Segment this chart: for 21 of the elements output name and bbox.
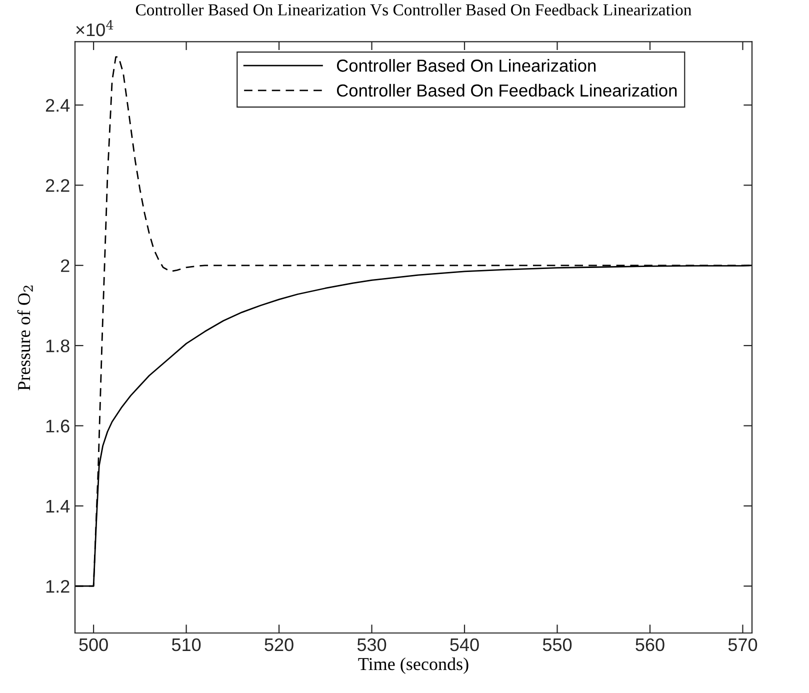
y-tick-label: 2 bbox=[61, 259, 70, 272]
x-tick-label: 550 bbox=[542, 638, 572, 652]
y-axis-title: Pressure of O$_{2}$ bbox=[17, 286, 33, 390]
y-tick-label: 1.6 bbox=[46, 420, 70, 432]
chart-title: Controller Based On Linearization Vs Controller Based On Feedback Linearization bbox=[136, 4, 692, 16]
y-tick-label: 1.2 bbox=[46, 580, 70, 593]
x-tick-label: 540 bbox=[450, 638, 479, 652]
x-axis-title: Time (seconds) bbox=[358, 657, 468, 674]
x-tick-label: 530 bbox=[357, 638, 386, 652]
text: ×10$^{4}$ bbox=[76, 20, 114, 36]
x-tick-label: 520 bbox=[264, 638, 294, 652]
x-tick-label: 500 bbox=[79, 638, 108, 652]
y-tick-label: 2.4 bbox=[46, 98, 70, 112]
x-tick-label: 510 bbox=[172, 638, 201, 652]
y-tick-label: 1.8 bbox=[46, 340, 70, 352]
y-tick-label: 1.4 bbox=[46, 500, 70, 512]
x-tick-label: 570 bbox=[728, 638, 758, 652]
legend-label: Controller Based On Feedback Linearization bbox=[336, 84, 677, 97]
legend-label: Controller Based On Linearization bbox=[336, 59, 596, 72]
y-tick-label: 2.2 bbox=[46, 179, 70, 192]
x-tick-label: 560 bbox=[636, 638, 664, 652]
